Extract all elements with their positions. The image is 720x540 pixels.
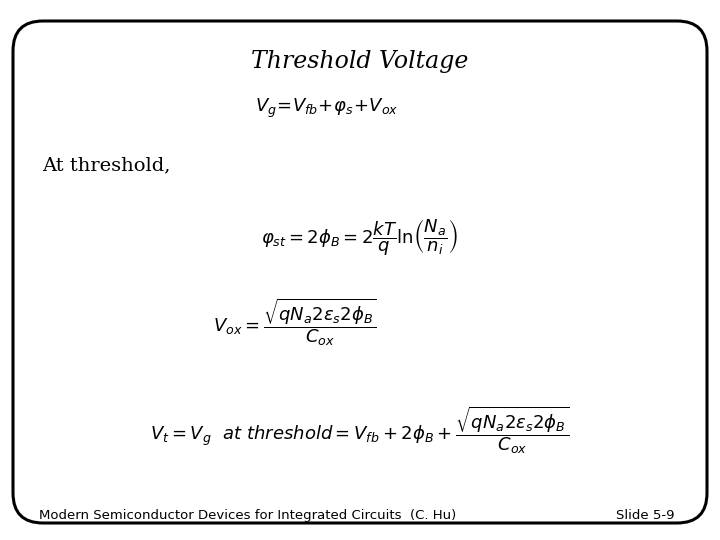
Text: $V_{ox} = \dfrac{\sqrt{qN_a 2\varepsilon_s 2\phi_B}}{C_{ox}}$: $V_{ox} = \dfrac{\sqrt{qN_a 2\varepsilon… [213,296,377,348]
Text: $V_t = V_g\ \ at\ threshold = V_{fb} + 2\phi_B + \dfrac{\sqrt{qN_a 2\varepsilon_: $V_t = V_g\ \ at\ threshold = V_{fb} + 2… [150,404,570,456]
Text: At threshold,: At threshold, [42,156,171,174]
Text: Threshold Voltage: Threshold Voltage [251,50,469,73]
FancyBboxPatch shape [13,21,707,523]
Text: $\varphi_{st} = 2\phi_B = 2\dfrac{kT}{q}\ln\!\left(\dfrac{N_a}{n_i}\right)$: $\varphi_{st} = 2\phi_B = 2\dfrac{kT}{q}… [261,217,459,257]
Text: Slide 5-9: Slide 5-9 [616,509,674,522]
Text: $V_g\! =\! V_{fb}\! +\! \varphi_s\! +\! V_{ox}$: $V_g\! =\! V_{fb}\! +\! \varphi_s\! +\! … [255,97,398,119]
Text: Modern Semiconductor Devices for Integrated Circuits  (C. Hu): Modern Semiconductor Devices for Integra… [40,509,456,522]
